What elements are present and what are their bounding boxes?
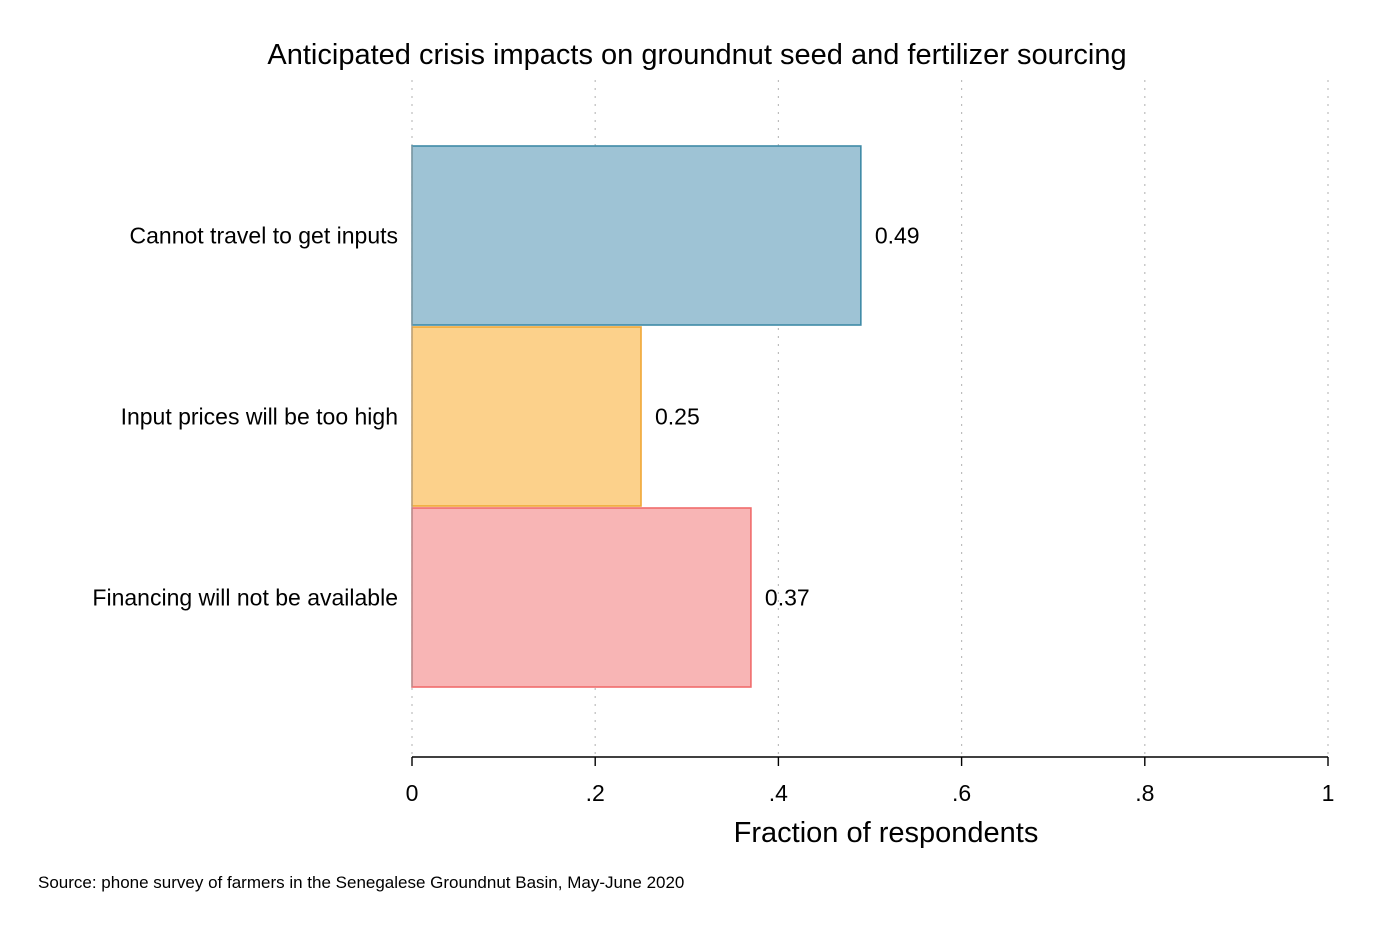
x-tick-label: .6 xyxy=(952,780,971,806)
x-tick-label: .4 xyxy=(769,780,788,806)
x-axis-title: Fraction of respondents xyxy=(734,817,1039,849)
category-labels: Cannot travel to get inputs Input prices … xyxy=(92,223,398,611)
x-tick-label: .8 xyxy=(1135,780,1154,806)
value-label: 0.49 xyxy=(875,223,920,249)
x-axis: 0 .2 .4 .6 .8 1 xyxy=(406,146,1335,806)
value-label: 0.37 xyxy=(765,585,810,611)
bar xyxy=(411,326,642,507)
x-tick-label: 0 xyxy=(406,780,419,806)
bar xyxy=(411,145,862,326)
category-label: Input prices will be too high xyxy=(121,404,398,430)
x-tick-label: .2 xyxy=(586,780,605,806)
bars: 0.49 0.25 0.37 xyxy=(411,145,920,688)
x-tick-label: 1 xyxy=(1322,780,1335,806)
chart-title: Anticipated crisis impacts on groundnut … xyxy=(267,39,1126,71)
value-label: 0.25 xyxy=(655,404,700,430)
category-label: Financing will not be available xyxy=(92,585,398,611)
source-note: Source: phone survey of farmers in the S… xyxy=(38,873,684,892)
bar xyxy=(411,507,752,688)
category-label: Cannot travel to get inputs xyxy=(130,223,399,249)
